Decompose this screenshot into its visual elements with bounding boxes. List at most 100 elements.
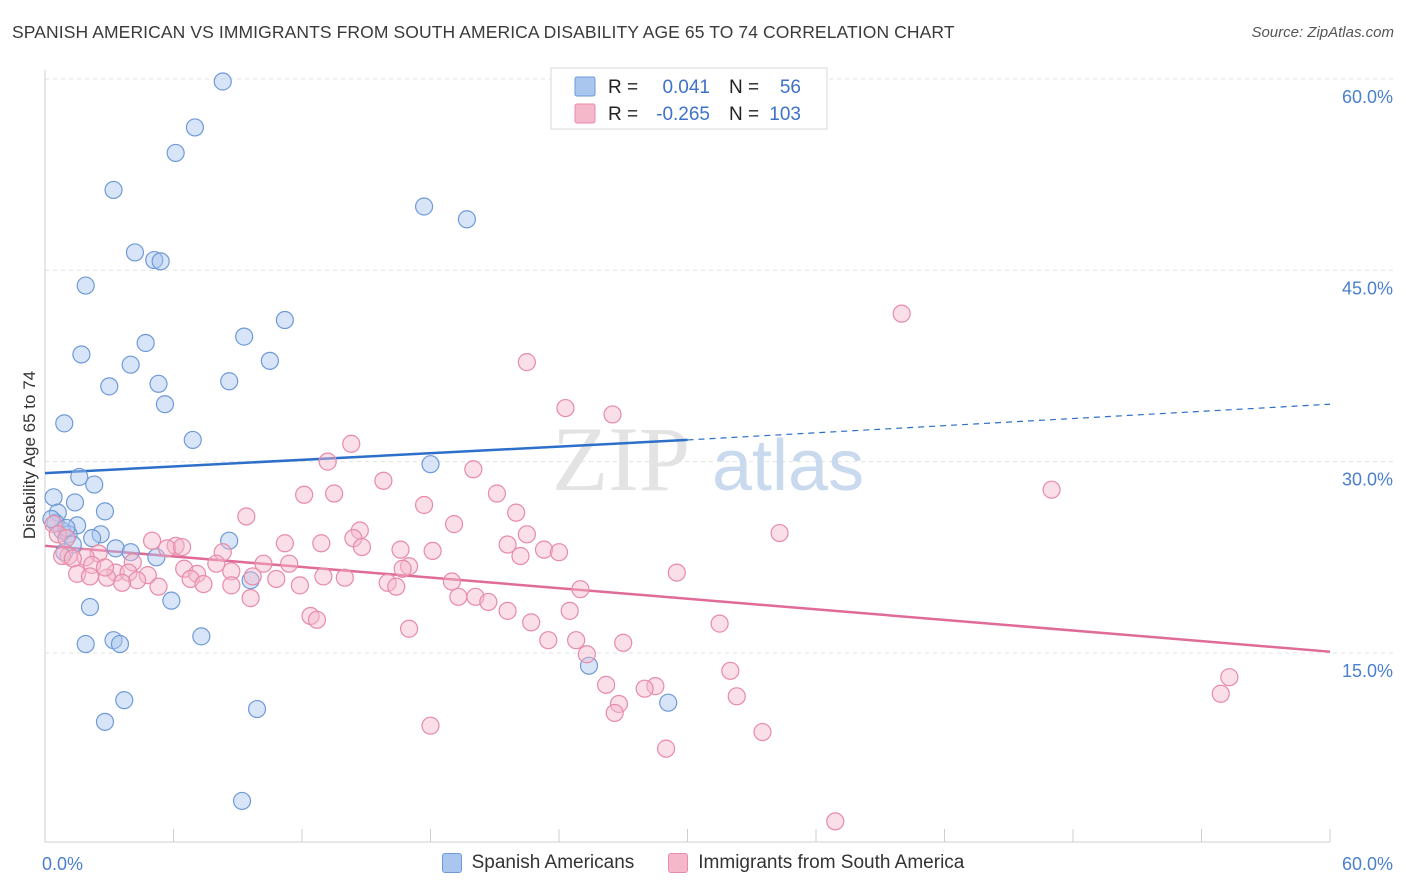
point-immigrants-south-america [710, 614, 729, 633]
chart-title: SPANISH AMERICAN VS IMMIGRANTS FROM SOUT… [12, 22, 955, 42]
point-spanish-americans [235, 327, 254, 346]
y-axis-label: Disability Age 65 to 74 [20, 371, 39, 539]
legend-swatch-pink [668, 853, 689, 873]
legend-n-label-2: N = [729, 104, 759, 125]
point-immigrants-south-america [1211, 684, 1230, 703]
watermark-atlas: atlas [712, 426, 864, 506]
point-immigrants-south-america [222, 576, 241, 595]
point-immigrants-south-america [507, 503, 526, 522]
point-immigrants-south-america [213, 543, 232, 562]
point-spanish-americans [659, 693, 678, 712]
legend-item-immigrants-south-america: Immigrants from South America [668, 852, 964, 874]
legend-r-label-1: R = [608, 77, 638, 98]
point-immigrants-south-america [522, 613, 541, 632]
point-immigrants-south-america [267, 569, 286, 589]
data-points [42, 72, 1239, 831]
point-spanish-americans [121, 355, 140, 374]
point-immigrants-south-america [517, 525, 536, 544]
point-immigrants-south-america [770, 523, 789, 543]
x-tick-label: 0.0% [42, 854, 83, 874]
point-spanish-americans [106, 539, 125, 558]
point-spanish-americans [95, 502, 115, 521]
point-immigrants-south-america [656, 739, 676, 758]
point-immigrants-south-america [609, 694, 629, 714]
point-immigrants-south-america [635, 679, 654, 698]
point-immigrants-south-america [539, 631, 558, 650]
point-immigrants-south-america [571, 580, 590, 599]
point-spanish-americans [162, 591, 181, 610]
point-immigrants-south-america [254, 554, 273, 573]
point-spanish-americans [85, 475, 104, 494]
point-spanish-americans [151, 252, 170, 271]
legend-r-label-2: R = [608, 104, 638, 125]
legend-swatch-blue [441, 853, 462, 873]
point-spanish-americans [65, 493, 85, 512]
point-immigrants-south-america [449, 587, 468, 606]
point-immigrants-south-america [1220, 668, 1239, 687]
point-immigrants-south-america [721, 661, 740, 680]
point-immigrants-south-america [53, 546, 72, 566]
watermark-zip: ZIP [552, 408, 690, 510]
point-immigrants-south-america [290, 576, 309, 595]
point-immigrants-south-america [63, 549, 82, 568]
point-immigrants-south-america [237, 507, 256, 526]
point-immigrants-south-america [1042, 480, 1061, 499]
point-spanish-americans [76, 634, 95, 654]
point-spanish-americans [115, 691, 134, 710]
y-tick-label: 45.0% [1342, 278, 1393, 298]
trend-line-spanish-americans [44, 438, 688, 475]
point-immigrants-south-america [57, 529, 76, 548]
point-spanish-americans [192, 627, 211, 646]
point-immigrants-south-america [421, 716, 440, 735]
point-spanish-americans [183, 430, 202, 450]
point-immigrants-south-america [753, 722, 772, 742]
legend-r-value-1: 0.041 [662, 77, 710, 98]
point-immigrants-south-america [280, 554, 299, 573]
trend-line-spanish-americans-extension [687, 403, 1331, 441]
point-immigrants-south-america [577, 645, 596, 664]
point-immigrants-south-america [142, 531, 162, 550]
point-immigrants-south-america [312, 534, 331, 553]
point-immigrants-south-america [275, 534, 294, 553]
point-spanish-americans [125, 243, 145, 262]
legend-r-value-2: -0.265 [656, 104, 710, 125]
point-spanish-americans [80, 597, 100, 617]
point-spanish-americans [104, 180, 123, 200]
grid-lines [45, 78, 1394, 654]
point-immigrants-south-america [393, 559, 412, 578]
legend-n-label-1: N = [729, 77, 759, 98]
point-immigrants-south-america [138, 566, 157, 585]
point-immigrants-south-america [378, 573, 397, 592]
point-immigrants-south-america [556, 398, 575, 418]
point-spanish-americans [213, 72, 232, 91]
legend-n-value-2: 103 [769, 104, 801, 125]
trend-lines [44, 403, 1331, 653]
point-immigrants-south-america [567, 631, 586, 650]
point-spanish-americans [110, 634, 130, 654]
legend-item-spanish-americans: Spanish Americans [441, 852, 634, 874]
correlation-legend: R = 0.041 N = 56 R = -0.265 N = 103 [550, 67, 828, 130]
point-immigrants-south-america [549, 543, 569, 562]
point-spanish-americans [44, 488, 63, 507]
point-spanish-americans [55, 414, 74, 433]
point-immigrants-south-america [48, 525, 67, 544]
point-spanish-americans [145, 250, 164, 270]
point-immigrants-south-america [442, 572, 462, 591]
point-spanish-americans [414, 197, 434, 216]
point-immigrants-south-america [646, 677, 665, 696]
point-immigrants-south-america [517, 353, 536, 372]
point-spanish-americans [149, 374, 168, 393]
point-spanish-americans [579, 656, 599, 675]
point-immigrants-south-america [243, 567, 262, 586]
point-immigrants-south-america [157, 539, 177, 558]
point-immigrants-south-america [194, 574, 213, 594]
legend-blue-swatch [574, 76, 596, 97]
point-spanish-americans [155, 395, 175, 414]
point-immigrants-south-america [560, 601, 579, 620]
point-immigrants-south-america [511, 546, 530, 566]
point-immigrants-south-america [295, 485, 314, 504]
point-immigrants-south-america [727, 687, 746, 706]
tick-labels: 15.0% 30.0% 45.0% 60.0% 0.0% 60.0% [42, 87, 1393, 874]
point-immigrants-south-america [44, 515, 63, 534]
